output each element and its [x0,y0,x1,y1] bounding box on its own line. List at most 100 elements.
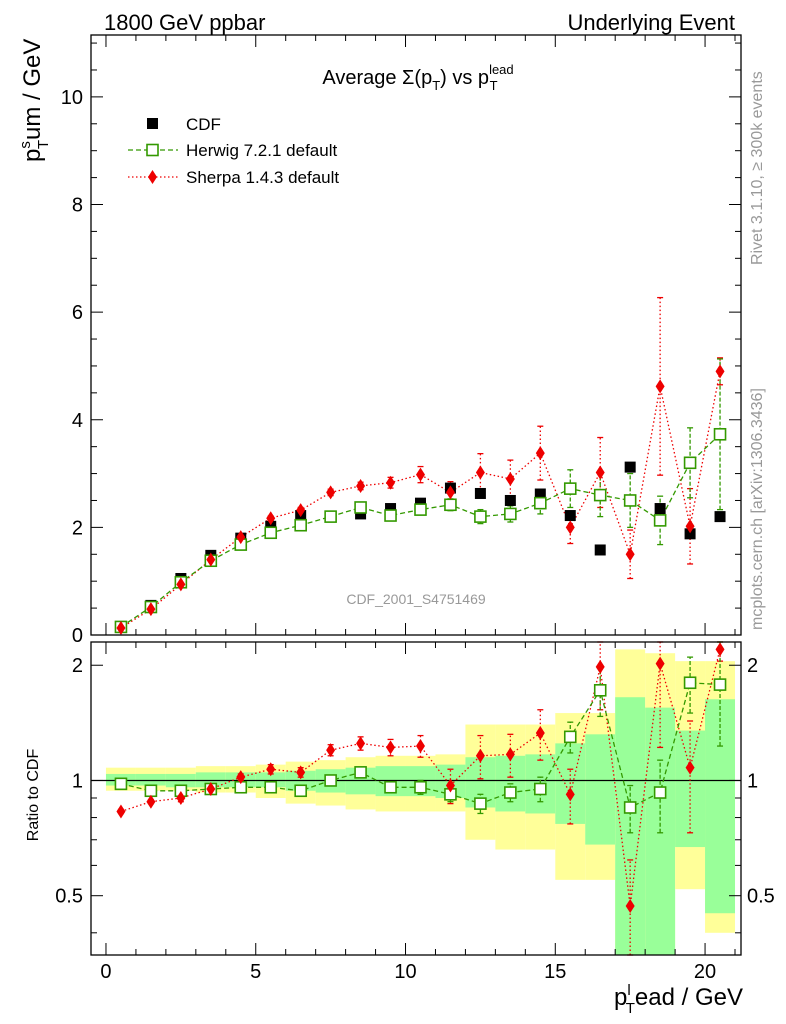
ratio-sherpa-point [625,898,635,913]
herwig-point [563,482,577,495]
herwig-point [683,456,697,470]
sherpa-point [475,465,485,480]
ratio-series-layer [114,641,727,956]
cdf-point [385,503,397,515]
cdf-point [564,510,576,522]
band-green [705,699,736,914]
x-tick-label: 10 [394,961,416,983]
ratio-sherpa-point [595,659,605,674]
cdf-point [714,511,726,523]
herwig-point [653,514,667,527]
title-sub2: T [490,78,498,93]
ratio-y-tick-label-left: 2 [72,655,83,677]
ratio-herwig-point [414,780,427,794]
ratio-herwig-point [144,784,158,798]
ratio-herwig-point [504,786,517,799]
ratio-sherpa-point [565,787,575,802]
sherpa-point [535,446,545,461]
herwig-point [354,501,367,514]
herwig-point [414,503,427,516]
legend-marker-herwig [146,143,159,157]
x-axis-label: pl Tead / GeV [614,982,743,1017]
ratio-sherpa-point [146,794,156,809]
herwig-point [324,510,337,523]
herwig-point [294,518,307,532]
xlabel-sub: T [626,1000,635,1017]
x-tick-label: 15 [544,961,566,983]
band-green [585,734,616,845]
herwig-point [713,427,727,441]
y-tick-label: 8 [72,195,83,217]
legend-marker-cdf [147,118,158,129]
legend-marker-sherpa [148,170,157,184]
chart-title: Average Σ(pT) vs plead T [322,62,513,93]
y-tick-label: 2 [72,517,83,539]
sherpa-point [565,520,575,535]
ratio-sherpa-point [176,790,186,805]
y-axis-label: psTum / GeV [17,39,52,162]
sherpa-line [120,371,721,629]
sherpa-point [296,503,306,518]
cdf-point [534,488,546,500]
herwig-point [504,507,517,521]
ratio-y-tick-label-right: 0.5 [747,886,775,908]
herwig-point [534,496,547,510]
legend-label-cdf: CDF [186,115,221,134]
ratio-sherpa-point [116,804,126,819]
legend: CDF Herwig 7.2.1 default Sherpa 1.4.3 de… [128,115,339,187]
ratio-herwig-point [114,777,128,791]
main-axes: 0 2 4 6 8 10 [61,34,742,647]
herwig-point [384,509,397,522]
cdf-point [265,520,277,532]
herwig-point [623,494,637,507]
sherpa-point [176,577,186,592]
ratio-sherpa-point [445,778,455,793]
y-tick-label: 4 [72,410,83,432]
ratio-sherpa-point [296,765,306,780]
sherpa-point [236,530,246,545]
ratio-sherpa-line [120,649,721,907]
ratio-y-tick-label-right: 2 [747,655,758,677]
ylabel-rest: um / GeV [19,39,46,140]
cdf-point [624,461,636,473]
x-tick-label: 5 [250,961,261,983]
ratio-herwig-point [324,774,337,787]
sherpa-point [595,465,605,480]
cdf-point [504,494,516,506]
header-right: Underlying Event [567,10,735,35]
ylabel-sup: s [17,141,34,149]
sherpa-point [326,485,336,500]
ylabel-sub: T [35,140,52,149]
band-green [255,772,286,788]
ratio-sherpa-point [685,760,695,775]
title-base: Average Σ(p [322,67,432,89]
ratio-y-tick-label-left: 0.5 [55,886,83,908]
title-mid: ) vs p [440,67,489,89]
sherpa-point [445,485,455,500]
sherpa-point [146,602,156,617]
ratio-herwig-point [354,766,367,779]
cdf-point [594,544,606,556]
cdf-point [414,497,426,509]
ratio-herwig-point [534,782,547,796]
herwig-point [474,510,487,523]
legend-label-sherpa: Sherpa 1.4.3 default [186,168,339,187]
x-tick-label: 20 [694,961,716,983]
sherpa-point [206,552,216,567]
sherpa-point [266,511,276,526]
sherpa-point [685,519,695,534]
ratio-herwig-point [384,780,397,794]
ratio-herwig-point [713,678,727,691]
cdf-point [684,528,696,540]
title-sub1: T [432,78,440,93]
herwig-point [593,488,607,502]
ratio-sherpa-point [326,743,336,758]
ratio-sherpa-point [505,747,515,762]
sherpa-point [415,467,425,482]
xlabel-p: p [614,984,627,1011]
y-tick-label: 6 [72,302,83,324]
sherpa-point [655,379,665,394]
ratio-sherpa-point [715,642,725,657]
herwig-point [264,526,278,540]
